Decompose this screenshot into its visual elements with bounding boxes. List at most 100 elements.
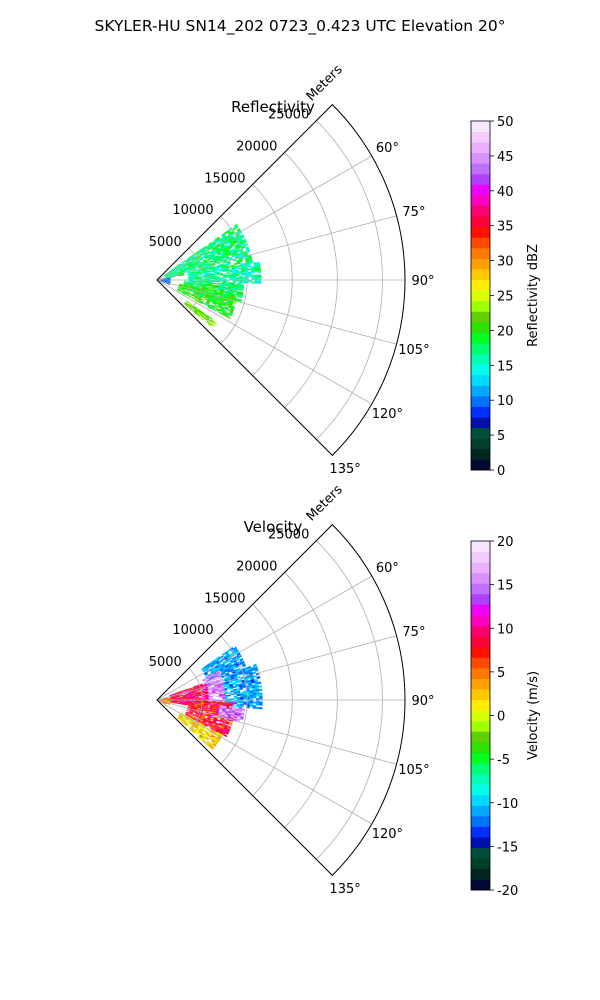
echo-cell <box>238 275 243 278</box>
colorbar-segment <box>471 374 490 386</box>
azimuth-tick-label: 60° <box>376 561 399 576</box>
colorbar-segment <box>471 541 490 552</box>
echo-cell <box>243 696 247 699</box>
colorbar-tick-label: 35 <box>497 220 514 235</box>
echo-cell <box>163 702 167 705</box>
echo-cell <box>201 296 206 299</box>
echo-cell <box>235 276 240 279</box>
echo-cell <box>207 703 211 705</box>
colorbar-tick-label: 15 <box>497 359 514 374</box>
echo-cell <box>258 706 263 710</box>
echo-cell <box>201 693 206 696</box>
colorbar-segment <box>471 572 490 584</box>
echo-cell <box>214 286 219 289</box>
azimuth-tick-label: 60° <box>376 141 399 156</box>
colorbar-segment <box>471 710 490 722</box>
colorbar-segment <box>471 858 490 870</box>
echo-cell <box>221 691 226 694</box>
echo-cell <box>252 701 257 704</box>
echo-cell <box>257 276 262 279</box>
colorbar-tick-label: 20 <box>497 535 514 550</box>
range-tick-label: 5000 <box>149 235 182 250</box>
colorbar-segment <box>471 448 490 460</box>
echo-cell <box>254 274 259 277</box>
echo-cell <box>238 276 243 279</box>
colorbar-segment <box>471 163 490 175</box>
echo-cell <box>196 281 200 283</box>
colorbar-segment <box>471 353 490 365</box>
echo-cell <box>192 693 196 696</box>
echo-cell <box>257 274 262 277</box>
echo-cell <box>189 697 193 700</box>
echo-cell <box>240 713 245 716</box>
colorbar-tick-label: 15 <box>497 579 514 594</box>
echo-cell <box>229 687 234 690</box>
echo-cell <box>208 287 213 289</box>
echo-cell <box>208 316 213 321</box>
echo-cell <box>228 246 233 250</box>
echo-cell <box>188 700 192 702</box>
echo-cell <box>236 705 241 708</box>
colorbar-segment <box>471 258 490 270</box>
echo-cell <box>212 282 216 285</box>
range-tick-label: 20000 <box>236 139 277 154</box>
echo-cell <box>186 698 190 700</box>
echo-cell <box>232 281 237 283</box>
colorbar-tick-label: 25 <box>497 290 514 305</box>
echo-cell <box>179 701 184 702</box>
echo-cell <box>259 696 263 699</box>
echo-cell <box>198 695 203 697</box>
echo-cell <box>193 283 197 285</box>
echo-cell <box>233 262 238 266</box>
colorbar-segment <box>471 657 490 669</box>
echo-cell <box>202 282 207 284</box>
azimuth-tick-label: 135° <box>329 882 360 897</box>
panel-title: Velocity <box>244 518 303 536</box>
echo-cell <box>194 690 199 693</box>
echo-cell <box>195 697 200 699</box>
colorbar-segment <box>471 332 490 344</box>
colorbar-tick-label: -10 <box>497 797 518 812</box>
colorbar-segment <box>471 752 490 764</box>
colorbar: -20 -15 -10 -5 0 5 10 15 20 Velocity (m/s) <box>470 535 541 899</box>
azimuth-tick-label: 75° <box>402 625 425 640</box>
colorbar-segment <box>471 868 490 880</box>
colorbar-segment <box>471 805 490 817</box>
colorbar-segment <box>471 290 490 302</box>
colorbar-segment <box>471 406 490 418</box>
echo-cell <box>235 665 240 669</box>
echo-cell <box>205 281 210 283</box>
echo-cell <box>208 285 213 287</box>
echo-cell <box>182 697 187 699</box>
echo-cell <box>253 675 257 678</box>
echo-cell <box>242 664 246 668</box>
echo-cell <box>239 687 244 690</box>
colorbar-segment <box>471 562 490 574</box>
colorbar-tick-label: 30 <box>497 255 514 270</box>
echo-cell <box>241 273 246 276</box>
echo-cell <box>238 267 242 271</box>
echo-cell <box>240 702 244 705</box>
azimuth-tick-label: 120° <box>372 827 403 842</box>
colorbar-segment <box>471 184 490 196</box>
echo-cell <box>248 686 253 689</box>
echo-cell <box>249 703 254 706</box>
colorbar-tick-label: 5 <box>497 429 505 444</box>
echo-cell <box>251 281 255 284</box>
colorbar-segment <box>471 237 490 249</box>
echo-cell <box>213 271 217 274</box>
colorbar-segment <box>471 152 490 164</box>
echo-cell <box>232 685 237 689</box>
echo-cell <box>202 684 207 687</box>
echo-cell <box>254 281 259 284</box>
echo-cell <box>200 275 205 278</box>
azimuth-gridline <box>156 215 397 281</box>
range-tick-label: 5000 <box>149 655 182 670</box>
range-tick-label: 10000 <box>172 623 213 638</box>
echo-cell <box>255 701 260 704</box>
echo-cell <box>204 689 208 691</box>
colorbar-tick-label: 0 <box>497 464 505 479</box>
range-tick-label: 25000 <box>268 108 309 123</box>
colorbar-segment <box>471 615 490 627</box>
range-tick-label: 15000 <box>204 591 245 606</box>
